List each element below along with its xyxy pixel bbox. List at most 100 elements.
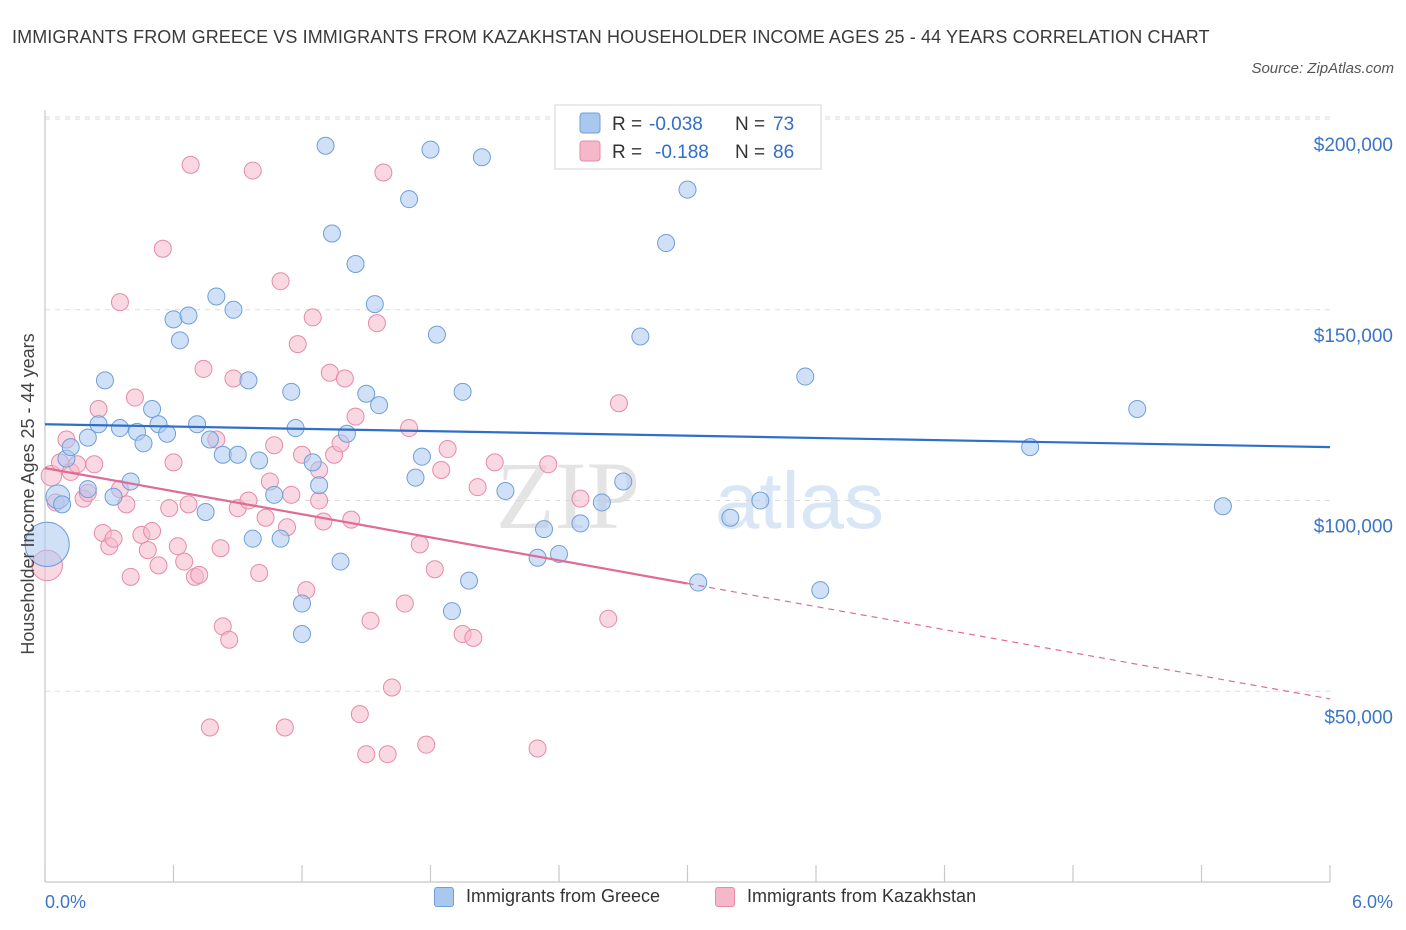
greece-point <box>310 476 329 495</box>
watermark-atlas: atlas <box>715 456 884 545</box>
kazakhstan-point <box>288 335 307 354</box>
greece-point <box>322 224 341 243</box>
legend-n-label: N = <box>735 142 765 163</box>
greece-point <box>104 487 123 506</box>
greece-point <box>143 399 162 418</box>
greece-point <box>796 367 815 386</box>
legend-swatch-kazakhstan <box>579 140 601 162</box>
kazakhstan-point <box>382 678 401 697</box>
kazakhstan-point <box>243 161 262 180</box>
watermark-zip: ZIP <box>496 442 640 549</box>
greece-point <box>239 371 258 390</box>
kazakhstan-point <box>539 455 558 474</box>
greece-point <box>293 625 311 644</box>
legend-r-label: R = <box>612 114 642 135</box>
greece-point <box>158 424 177 443</box>
greece-point <box>357 384 376 403</box>
greece-point <box>535 520 554 539</box>
greece-point <box>188 415 207 434</box>
greece-point <box>170 331 189 350</box>
greece-point <box>370 396 389 415</box>
greece-point <box>1213 497 1232 516</box>
kazakhstan-point <box>85 455 104 474</box>
greece-point <box>213 445 232 464</box>
greece-point <box>453 382 472 401</box>
kazakhstan-point <box>528 739 547 758</box>
kazakhstan-point <box>346 407 365 426</box>
x-tick-labels: 0.0% 6.0% <box>45 892 1393 912</box>
greece-point <box>316 136 335 155</box>
kazakhstan-point <box>110 293 129 312</box>
legend-n-value: 73 <box>773 114 794 135</box>
greece-point <box>346 255 365 274</box>
legend-swatch-greece <box>579 112 601 134</box>
kazakhstan-point <box>571 489 590 508</box>
greece-point <box>400 190 419 209</box>
kazakhstan-point <box>181 155 200 174</box>
greece-point <box>406 468 425 487</box>
greece-point <box>78 428 97 447</box>
watermark: ZIP atlas <box>496 442 884 549</box>
legend-n-label: N = <box>735 114 765 135</box>
legend-r-value: -0.188 <box>655 142 709 163</box>
kazakhstan-point <box>250 564 269 583</box>
kazakhstan-point <box>395 594 414 613</box>
legend-swatch-greece <box>434 886 454 907</box>
kazakhstan-point <box>342 510 361 529</box>
kazakhstan-point <box>200 718 219 737</box>
kazakhstan-point <box>464 628 483 647</box>
greece-point <box>207 287 226 306</box>
kazakhstan-point <box>609 394 628 413</box>
greece-point <box>592 493 611 512</box>
kazakhstan-point <box>303 308 322 327</box>
y-tick-label: $200,000 <box>1314 135 1393 156</box>
y-tick-labels: $50,000 $100,000 $150,000 $200,000 <box>1314 135 1393 728</box>
trend-line-solid <box>44 423 1331 449</box>
kazakhstan-point <box>599 609 618 628</box>
greece-point <box>751 491 770 510</box>
kazakhstan-point <box>361 611 380 630</box>
kazakhstan-point <box>310 491 329 510</box>
greece-point <box>614 472 633 491</box>
kazakhstan-point <box>378 745 397 764</box>
kazakhstan-point <box>438 440 457 459</box>
legend-item-kazakhstan: Immigrants from Kazakhstan <box>715 886 976 907</box>
greece-point <box>303 453 322 472</box>
kazakhstan-point <box>468 478 487 497</box>
greece-point <box>442 602 461 621</box>
greece-point <box>811 581 830 600</box>
legend-bottom: Immigrants from Greece Immigrants from K… <box>0 886 1406 916</box>
kazakhstan-point <box>410 535 429 554</box>
kazakhstan-point <box>357 745 376 764</box>
greece-point <box>250 451 269 470</box>
greece-point <box>631 327 650 346</box>
kazakhstan-point <box>282 485 301 504</box>
greece-point <box>134 434 153 453</box>
greece-point <box>1128 399 1147 418</box>
greece-point <box>331 552 350 571</box>
greece-point <box>200 430 219 449</box>
greece-point <box>61 438 80 457</box>
kazakhstan-point <box>138 541 157 560</box>
kazakhstan-point <box>168 537 187 556</box>
kazakhstan-point <box>160 499 179 518</box>
greece-point <box>78 480 97 499</box>
greece-point <box>496 482 515 500</box>
y-tick-label: $100,000 <box>1314 517 1393 538</box>
kazakhstan-point <box>224 369 243 388</box>
kazakhstan-point <box>121 567 140 586</box>
greece-point <box>571 514 590 533</box>
greece-point <box>550 544 568 563</box>
kazakhstan-point <box>149 556 168 575</box>
greece-point <box>164 310 183 329</box>
legend-n-value: 86 <box>773 142 794 163</box>
series-greece-points <box>24 136 1232 644</box>
kazakhstan-point <box>417 735 436 754</box>
greece-point <box>110 419 129 438</box>
trend-line-solid <box>44 467 688 585</box>
kazakhstan-point <box>194 359 213 378</box>
kazakhstan-point <box>143 522 162 541</box>
kazakhstan-point <box>314 512 333 531</box>
greece-point <box>179 306 198 325</box>
